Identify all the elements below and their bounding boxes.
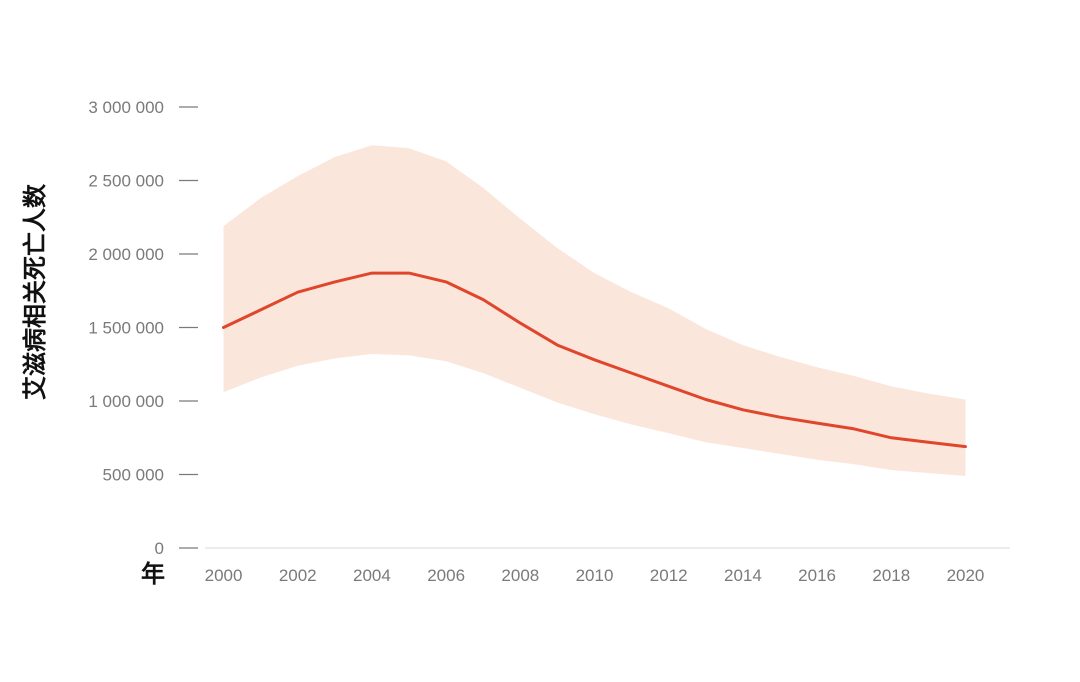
- y-axis-title: 艾滋病相关死亡人数: [20, 183, 49, 400]
- x-tick-label: 2008: [501, 566, 539, 585]
- uncertainty-band-layer: [223, 145, 966, 476]
- y-tick-label: 1 000 000: [88, 392, 164, 411]
- axes: [179, 106, 1010, 549]
- y-tick-label: 2 000 000: [88, 245, 164, 264]
- tick-labels: 0 500 000 1 000 000 1 500 000 2 000 000 2 500…: [88, 98, 984, 585]
- x-tick-label: 2020: [947, 566, 985, 585]
- x-tick-label: 2018: [872, 566, 910, 585]
- x-tick-label: 2006: [427, 566, 465, 585]
- series-line-layer: [222, 271, 967, 449]
- y-tick-label: 2 500 000: [88, 172, 164, 191]
- uncertainty-band: [223, 145, 966, 476]
- x-tick-label: 2010: [576, 566, 614, 585]
- x-tick-label: 2014: [724, 566, 762, 585]
- y-tick-label: 500 000: [103, 466, 164, 485]
- x-tick-label: 2000: [205, 566, 243, 585]
- y-tick-label: 3 000 000: [88, 98, 164, 117]
- x-tick-label: 2002: [279, 566, 317, 585]
- x-tick-label: 2016: [798, 566, 836, 585]
- x-tick-label: 2012: [650, 566, 688, 585]
- series-line: [222, 271, 967, 449]
- y-tick-label: 0: [155, 539, 164, 558]
- x-tick-label: 2004: [353, 566, 391, 585]
- y-tick-label: 1 500 000: [88, 319, 164, 338]
- x-axis-title: 年: [141, 559, 165, 588]
